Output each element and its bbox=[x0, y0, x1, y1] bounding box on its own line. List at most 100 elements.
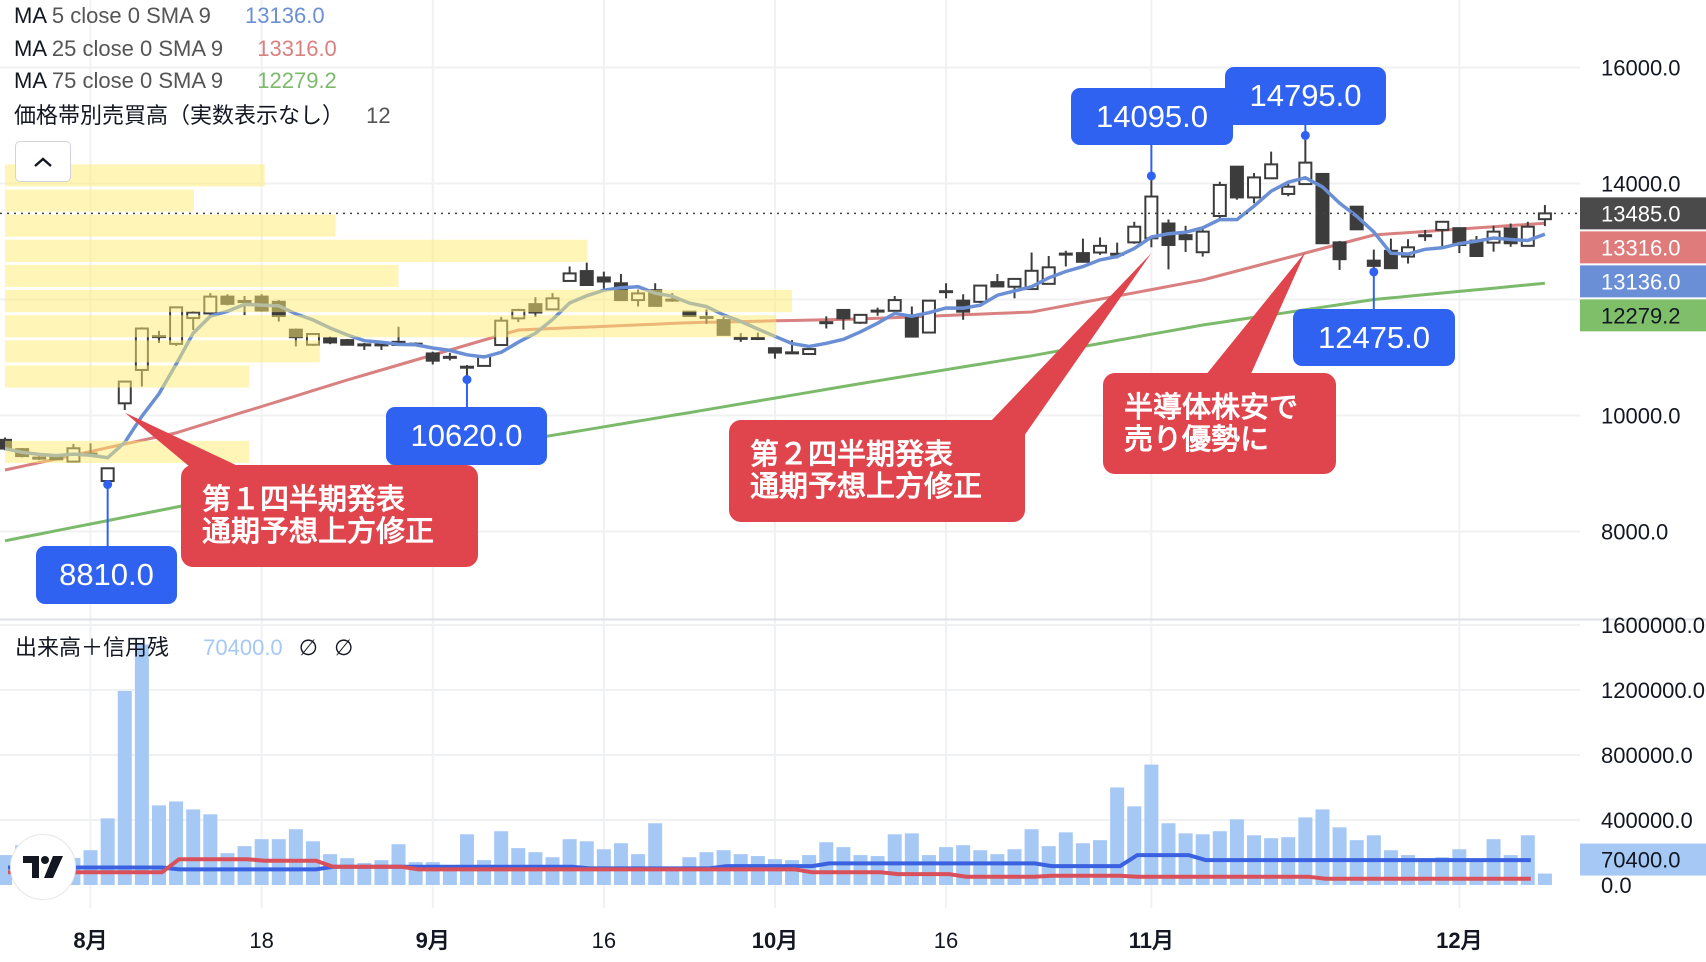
price-badge bbox=[1580, 299, 1706, 332]
collapse-legend-button[interactable] bbox=[15, 141, 71, 182]
price-badge bbox=[1580, 265, 1706, 298]
volume-profile-row bbox=[5, 315, 777, 338]
candle-body bbox=[1366, 259, 1381, 267]
candle-body bbox=[887, 299, 902, 312]
volume-legend[interactable]: 出来高＋信用残 70400.0 ∅ ∅ bbox=[15, 633, 353, 663]
volume-bar bbox=[1332, 827, 1347, 885]
callout-pointer bbox=[1205, 251, 1306, 376]
candle bbox=[1418, 229, 1433, 241]
price-label-dot bbox=[462, 375, 472, 385]
candle-body bbox=[870, 309, 885, 313]
volume-bar bbox=[1298, 817, 1313, 885]
candle bbox=[819, 316, 834, 329]
volume-profile-row bbox=[5, 239, 588, 262]
candle bbox=[1229, 165, 1244, 200]
candle bbox=[836, 308, 851, 330]
volume-bar bbox=[767, 859, 782, 885]
legend-ma75-params: 75 close 0 SMA 9 bbox=[51, 68, 224, 93]
volume-profile-row bbox=[5, 214, 336, 237]
volume-bar bbox=[494, 831, 509, 885]
callout-pointer bbox=[990, 253, 1152, 436]
candle-body bbox=[323, 337, 338, 344]
legend-ma25-params: 25 close 0 SMA 9 bbox=[51, 36, 224, 61]
volume-bar bbox=[391, 844, 406, 885]
candle bbox=[100, 467, 115, 485]
candle-body bbox=[767, 347, 782, 354]
candle-body bbox=[785, 351, 800, 355]
candle bbox=[562, 266, 577, 282]
candle bbox=[1247, 173, 1262, 204]
candle bbox=[374, 343, 389, 350]
volume-profile-row bbox=[5, 264, 399, 288]
legend-ma75[interactable]: MA 75 close 0 SMA 9 12279.2 bbox=[14, 66, 337, 96]
volume-bar bbox=[442, 868, 457, 885]
volume-pane[interactable] bbox=[0, 644, 1552, 886]
candle-body bbox=[973, 284, 988, 303]
candle bbox=[939, 283, 954, 299]
legend-ma5[interactable]: MA 5 close 0 SMA 9 13136.0 bbox=[14, 1, 325, 31]
volume-bar bbox=[323, 854, 338, 885]
volume-badge bbox=[1580, 843, 1706, 876]
price-badge bbox=[1580, 197, 1706, 230]
volume-bar bbox=[1178, 833, 1193, 885]
volume-bar bbox=[117, 690, 132, 885]
volume-bar bbox=[904, 833, 919, 885]
candle-body bbox=[853, 313, 868, 324]
candle bbox=[904, 306, 919, 338]
price-badge-label: 13316.0 bbox=[1601, 235, 1681, 260]
legend-ma25[interactable]: MA 25 close 0 SMA 9 13316.0 bbox=[14, 34, 337, 64]
candle bbox=[973, 284, 988, 303]
volume-profile-row bbox=[5, 365, 249, 388]
volume-bar bbox=[1127, 806, 1142, 885]
volume-bar bbox=[100, 818, 115, 885]
candle-body bbox=[1264, 163, 1279, 180]
candle-body bbox=[819, 321, 834, 325]
candle-body bbox=[1212, 183, 1227, 217]
event-callout-line2: 売り優勢に bbox=[1124, 423, 1270, 456]
price-label-below: 8810.0 bbox=[36, 546, 177, 604]
candle-body bbox=[1110, 252, 1125, 256]
legend-volume-profile[interactable]: 価格帯別売買高（実数表示なし） 12 bbox=[14, 101, 391, 131]
candle bbox=[921, 299, 936, 334]
volume-bar bbox=[648, 823, 663, 885]
chevron-up-icon bbox=[34, 156, 52, 167]
price-axis-label: 16000.0 bbox=[1601, 56, 1681, 81]
candle bbox=[425, 351, 440, 365]
candle-body bbox=[579, 270, 594, 286]
price-label-dot bbox=[103, 480, 113, 490]
volume-bar bbox=[1058, 832, 1073, 885]
candle bbox=[1195, 229, 1210, 257]
legend-ma5-name: MA bbox=[14, 3, 46, 28]
time-axis[interactable]: 8月 18 9月 16 10月 16 11月 12月 bbox=[73, 928, 1482, 953]
tradingview-logo[interactable] bbox=[10, 834, 76, 900]
price-pane[interactable] bbox=[0, 137, 1580, 543]
volume-legend-value2: ∅ bbox=[298, 635, 318, 660]
volume-legend-label: 出来高＋信用残 bbox=[15, 635, 170, 660]
price-badge bbox=[1580, 231, 1706, 264]
candle-body bbox=[1007, 277, 1022, 288]
volume-bar bbox=[374, 860, 389, 885]
price-label-below: 12475.0 bbox=[1293, 309, 1455, 366]
time-axis-label: 18 bbox=[249, 928, 273, 953]
event-callout-line1: 第１四半期発表 bbox=[202, 484, 406, 516]
price-badge-label: 12279.2 bbox=[1601, 303, 1681, 328]
volume-axis-label: 800000.0 bbox=[1601, 743, 1693, 768]
candle-body bbox=[596, 276, 611, 283]
price-label-dot bbox=[1300, 130, 1310, 140]
candle-body bbox=[1229, 165, 1244, 199]
volume-bar bbox=[169, 801, 184, 885]
volume-bar bbox=[1144, 764, 1159, 885]
volume-legend-value3: ∅ bbox=[334, 635, 354, 660]
event-callout-line1: 第２四半期発表 bbox=[750, 439, 954, 471]
candle-body bbox=[1075, 252, 1090, 263]
legend-ma75-value: 12279.2 bbox=[257, 68, 337, 93]
legend-ma75-name: MA bbox=[14, 68, 46, 93]
annotations bbox=[103, 125, 1379, 546]
candle-body bbox=[802, 348, 817, 356]
price-axis[interactable]: 16000.0 14000.0 10000.0 8000.0 1600000.0 1200… bbox=[1580, 56, 1706, 899]
candle-body bbox=[562, 272, 577, 282]
volume-bar bbox=[836, 847, 851, 885]
candle bbox=[1435, 220, 1450, 247]
volume-bar bbox=[237, 846, 252, 885]
